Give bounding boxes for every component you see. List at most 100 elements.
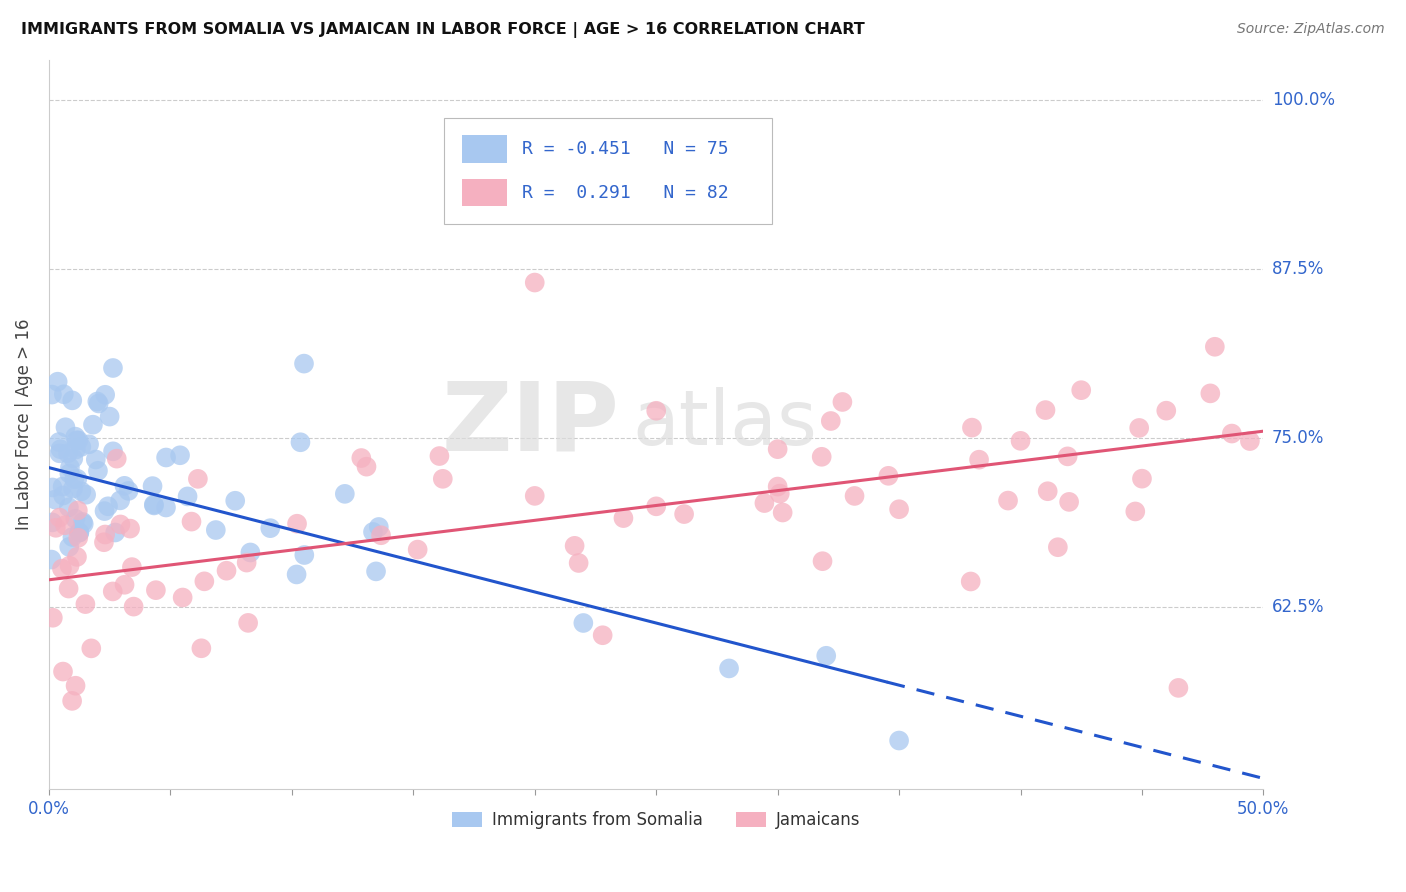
- Point: [56, 446, 79, 460]
- Point: [86, 394, 108, 409]
- Point: [97, 500, 120, 514]
- Point: [967, 452, 990, 467]
- Point: [155, 500, 177, 515]
- Point: [592, 628, 614, 642]
- Point: [1130, 472, 1153, 486]
- Point: [51, 562, 73, 576]
- Point: [673, 507, 696, 521]
- Point: [52, 488, 75, 502]
- Point: [60, 694, 83, 708]
- Point: [215, 564, 238, 578]
- Point: [1128, 421, 1150, 435]
- Point: [60, 393, 83, 408]
- Point: [997, 493, 1019, 508]
- Point: [145, 583, 167, 598]
- Point: [1046, 540, 1069, 554]
- Point: [73, 516, 96, 531]
- Point: [142, 498, 165, 512]
- Point: [66, 549, 89, 564]
- Point: [1056, 450, 1078, 464]
- Point: [1220, 426, 1243, 441]
- Point: [87, 396, 110, 410]
- Point: [259, 521, 281, 535]
- Point: [67, 434, 90, 448]
- Point: [844, 489, 866, 503]
- Point: [122, 599, 145, 614]
- Point: [645, 500, 668, 514]
- Point: [65, 430, 87, 444]
- Point: [77, 437, 100, 451]
- Text: R = -0.451   N = 75: R = -0.451 N = 75: [523, 140, 728, 158]
- Point: [432, 472, 454, 486]
- Point: [60, 530, 83, 544]
- Point: [49, 442, 72, 457]
- Text: Source: ZipAtlas.com: Source: ZipAtlas.com: [1237, 22, 1385, 37]
- Point: [94, 388, 117, 402]
- Point: [65, 679, 87, 693]
- Point: [568, 556, 591, 570]
- Point: [101, 444, 124, 458]
- Point: [204, 523, 226, 537]
- Point: [224, 493, 246, 508]
- Point: [110, 517, 132, 532]
- Point: [58, 500, 80, 515]
- Point: [48, 446, 70, 460]
- Point: [429, 449, 451, 463]
- Point: [93, 504, 115, 518]
- Point: [1239, 434, 1261, 448]
- Point: [815, 648, 838, 663]
- Point: [48, 510, 70, 524]
- Point: [52, 665, 75, 679]
- Point: [41, 516, 63, 530]
- Point: [333, 487, 356, 501]
- Point: [55, 420, 77, 434]
- Point: [523, 276, 546, 290]
- Point: [58, 467, 80, 481]
- Point: [104, 525, 127, 540]
- Point: [82, 417, 104, 432]
- Point: [41, 480, 63, 494]
- Point: [959, 574, 981, 589]
- Point: [239, 545, 262, 559]
- Point: [292, 357, 315, 371]
- Point: [117, 483, 139, 498]
- Point: [52, 387, 75, 401]
- Text: ZIP: ZIP: [441, 378, 620, 471]
- Point: [66, 472, 89, 486]
- Point: [1154, 403, 1177, 417]
- Point: [811, 554, 834, 568]
- Point: [59, 460, 82, 475]
- Point: [831, 395, 853, 409]
- Point: [45, 521, 67, 535]
- Point: [350, 450, 373, 465]
- Point: [285, 516, 308, 531]
- Point: [42, 611, 65, 625]
- Point: [193, 574, 215, 589]
- Point: [114, 479, 136, 493]
- Point: [176, 490, 198, 504]
- Point: [62, 451, 84, 466]
- Point: [58, 540, 80, 554]
- Point: [810, 450, 832, 464]
- Point: [1035, 403, 1057, 417]
- Point: [169, 448, 191, 462]
- Point: [564, 539, 586, 553]
- Point: [612, 511, 634, 525]
- Point: [190, 641, 212, 656]
- Point: [66, 503, 89, 517]
- Point: [58, 582, 80, 596]
- Point: [62, 482, 84, 496]
- Point: [1167, 681, 1189, 695]
- Point: [98, 409, 121, 424]
- Text: IMMIGRANTS FROM SOMALIA VS JAMAICAN IN LABOR FORCE | AGE > 16 CORRELATION CHART: IMMIGRANTS FROM SOMALIA VS JAMAICAN IN L…: [21, 22, 865, 38]
- Point: [70, 484, 93, 499]
- Point: [236, 615, 259, 630]
- Point: [101, 584, 124, 599]
- Point: [41, 387, 63, 401]
- Point: [367, 520, 389, 534]
- Point: [523, 489, 546, 503]
- Point: [105, 451, 128, 466]
- Point: [120, 522, 142, 536]
- Point: [65, 434, 87, 448]
- Point: [65, 512, 87, 526]
